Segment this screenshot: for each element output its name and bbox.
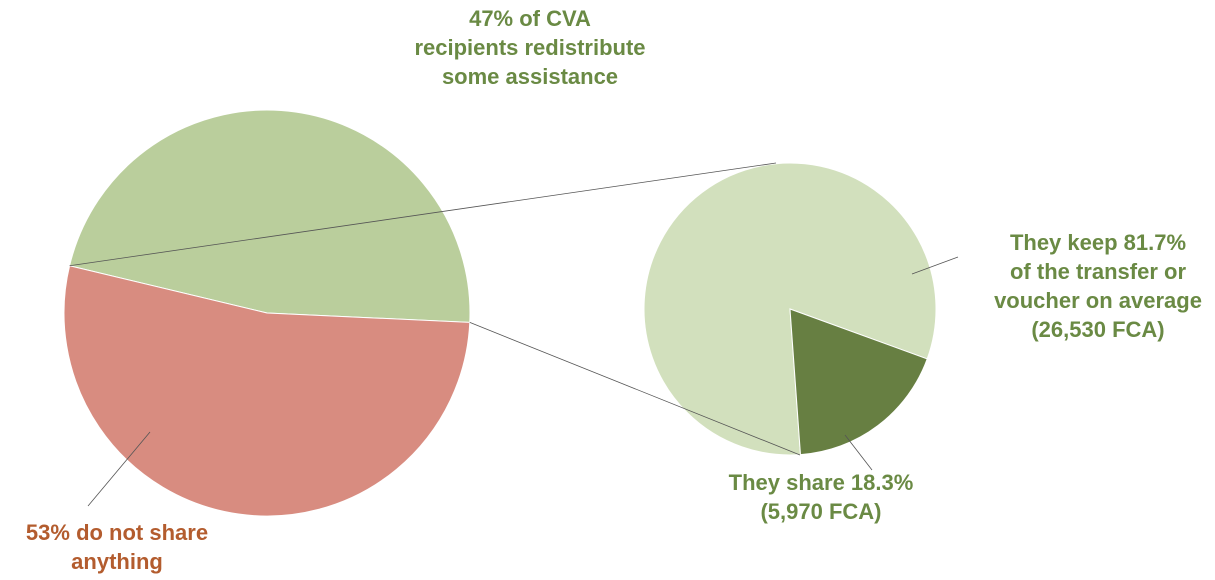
label-redistribute: 47% of CVA recipients redistribute some … xyxy=(414,6,646,89)
leader-line-share xyxy=(844,434,873,471)
leader-line-no-share xyxy=(87,431,151,507)
label-no-share: 53% do not share anything xyxy=(25,520,209,574)
connector-line-bottom xyxy=(469,322,801,456)
connector-line-top xyxy=(69,162,777,267)
pie-slice-share xyxy=(789,308,928,456)
label-share: They share 18.3% (5,970 FCA) xyxy=(728,470,914,524)
pie-slice-redistribute xyxy=(68,109,471,323)
label-keep: They keep 81.7% of the transfer or vouch… xyxy=(994,230,1202,342)
leader-line-keep xyxy=(911,256,959,275)
pie-slice-no-share xyxy=(63,265,471,517)
